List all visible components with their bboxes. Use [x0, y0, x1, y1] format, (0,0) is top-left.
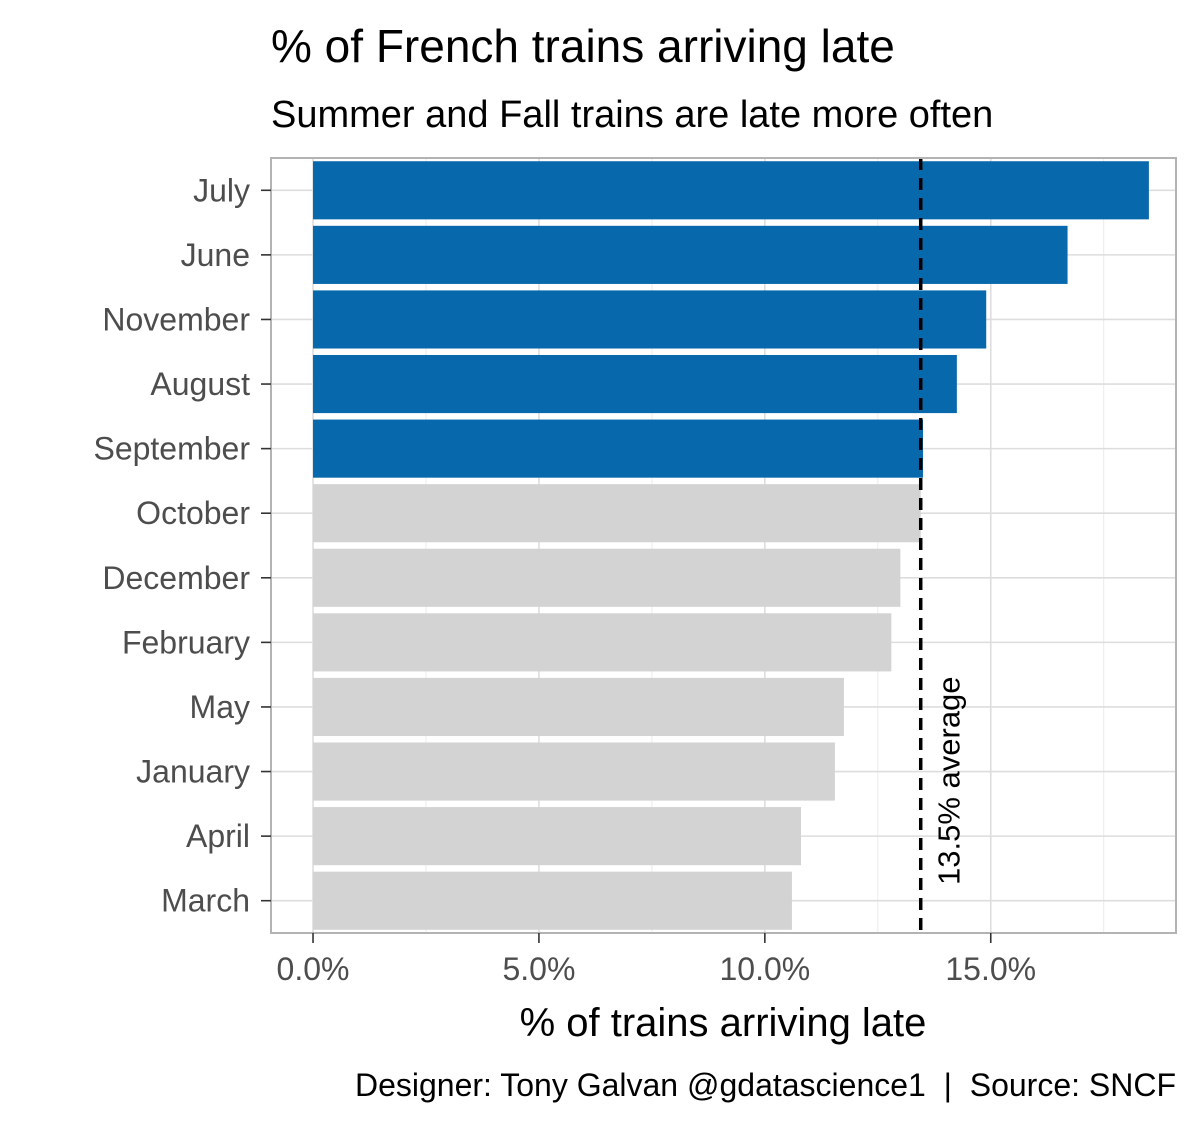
- x-tick-label: 15.0%: [945, 951, 1036, 987]
- bars: [313, 161, 1149, 930]
- y-tick-label: December: [102, 560, 250, 596]
- y-tick-label: March: [161, 883, 250, 919]
- y-tick-label: January: [136, 754, 250, 790]
- x-tick-label: 0.0%: [277, 951, 350, 987]
- reference-line-group: 13.5% average: [918, 158, 967, 933]
- x-tick-label: 10.0%: [719, 951, 810, 987]
- x-axis: 0.0% 5.0% 10.0% 15.0%: [277, 933, 1036, 987]
- x-tick-label: 5.0%: [502, 951, 575, 987]
- y-tick-label: October: [136, 495, 250, 531]
- y-tick-label: July: [193, 172, 250, 208]
- bar-february: [313, 613, 892, 672]
- bar-june: [313, 225, 1068, 284]
- bar-march: [313, 871, 792, 930]
- x-axis-title: % of trains arriving late: [520, 1001, 927, 1045]
- y-tick-label: April: [186, 818, 250, 854]
- bar-september: [313, 419, 923, 478]
- chart-title: % of French trains arriving late: [271, 20, 895, 72]
- bar-july: [313, 161, 1149, 220]
- y-tick-label: August: [150, 366, 250, 402]
- reference-line-label: 13.5% average: [932, 676, 967, 885]
- bar-october: [313, 484, 921, 543]
- bar-august: [313, 354, 957, 414]
- y-tick-label: May: [190, 689, 250, 725]
- y-tick-label: September: [93, 431, 250, 467]
- chart-subtitle: Summer and Fall trains are late more oft…: [271, 94, 993, 136]
- y-tick-label: February: [122, 624, 250, 660]
- chart-caption: Designer: Tony Galvan @gdatascience1 | S…: [355, 1067, 1176, 1103]
- y-tick-label: June: [181, 237, 250, 273]
- bar-january: [313, 742, 835, 801]
- bar-may: [313, 677, 844, 737]
- y-tick-label: November: [102, 301, 250, 337]
- panel-border: [270, 157, 1177, 934]
- bar-december: [313, 548, 901, 607]
- y-axis: July June November August September October De…: [93, 172, 271, 919]
- bar-november: [313, 290, 987, 349]
- bar-april: [313, 807, 801, 866]
